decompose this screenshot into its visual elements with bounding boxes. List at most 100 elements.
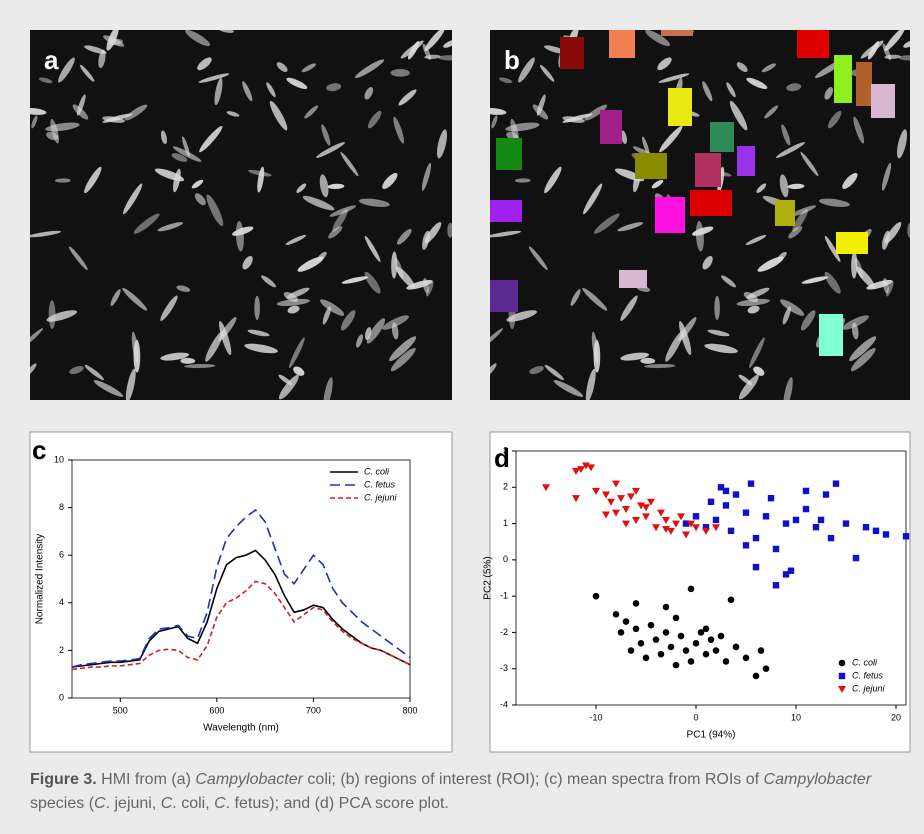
cell: [640, 357, 656, 364]
cell: [296, 183, 307, 193]
cell: [398, 89, 417, 106]
point: [772, 545, 780, 553]
cell: [321, 124, 331, 146]
cell: [364, 327, 372, 341]
cell: [171, 153, 188, 162]
cell: [584, 104, 608, 121]
point: [642, 504, 650, 512]
roi: [490, 280, 518, 312]
cell: [302, 195, 335, 211]
cell: [30, 328, 44, 351]
cell: [756, 183, 767, 193]
point: [572, 467, 580, 475]
point: [622, 506, 630, 514]
cell: [757, 256, 784, 272]
cell: [206, 194, 224, 227]
legend-label: C. jejuni: [364, 492, 398, 502]
cell: [736, 62, 748, 73]
point: [697, 629, 705, 636]
cell: [390, 347, 416, 372]
cell: [214, 77, 223, 106]
point: [682, 647, 690, 654]
x-tick-label: -10: [589, 712, 602, 722]
cell: [436, 129, 448, 159]
cell: [180, 357, 196, 364]
cell: [242, 81, 253, 102]
point: [542, 484, 550, 492]
roi: [871, 84, 895, 118]
cell: [743, 291, 759, 303]
point: [902, 533, 910, 540]
roi-boxes: [490, 30, 895, 356]
cell: [679, 321, 692, 356]
point: [657, 650, 665, 658]
x-tick-label: 20: [891, 712, 901, 722]
cell: [800, 310, 816, 331]
point: [702, 625, 710, 633]
roi: [819, 314, 843, 356]
caption-part: Campylobacter: [763, 771, 872, 788]
micrograph-a: [30, 30, 452, 400]
point: [707, 498, 715, 505]
cell: [529, 365, 544, 375]
point: [727, 527, 735, 535]
roi: [690, 190, 732, 216]
cell: [882, 43, 892, 61]
cell: [364, 87, 374, 100]
cell: [84, 45, 107, 54]
cell: [123, 183, 143, 215]
point: [742, 509, 750, 516]
cell: [266, 82, 276, 98]
cell: [367, 110, 382, 129]
cell: [842, 315, 869, 330]
cell: [30, 107, 47, 115]
panel-label: a: [44, 45, 59, 75]
roi: [600, 110, 622, 144]
point: [722, 502, 730, 509]
point: [817, 516, 825, 524]
point: [767, 494, 775, 502]
point: [712, 524, 720, 532]
cell: [764, 105, 779, 119]
cell: [882, 230, 890, 250]
cell: [98, 49, 106, 69]
cell: [283, 291, 299, 303]
point: [832, 480, 840, 487]
roi: [635, 153, 667, 179]
point: [692, 513, 700, 520]
cell: [800, 151, 819, 177]
cell: [593, 339, 601, 373]
cell: [390, 69, 410, 77]
cell: [287, 305, 300, 314]
cell: [659, 125, 683, 153]
cell: [198, 73, 230, 83]
cell: [194, 193, 206, 206]
cell: [301, 63, 316, 73]
cell: [707, 329, 730, 337]
cell: [714, 295, 720, 321]
point: [787, 567, 795, 574]
cell: [783, 377, 793, 400]
caption-part: . jejuni,: [105, 795, 161, 812]
cell: [102, 116, 125, 123]
cell: [72, 104, 89, 120]
roi: [655, 197, 685, 233]
panel-label: d: [494, 443, 510, 473]
cell: [276, 62, 288, 73]
point: [582, 462, 590, 470]
cell: [197, 57, 212, 71]
legend-label: C. coli: [852, 657, 878, 667]
point: [852, 554, 860, 562]
roi: [496, 138, 522, 170]
cell: [518, 57, 535, 83]
point: [637, 640, 645, 647]
cell: [393, 116, 405, 144]
chart-c: [29, 431, 453, 753]
point: [662, 603, 670, 611]
cell: [651, 179, 664, 189]
cell: [322, 306, 331, 325]
point: [652, 524, 660, 532]
cell: [553, 380, 584, 397]
cell: [133, 339, 141, 373]
cell: [329, 205, 357, 217]
